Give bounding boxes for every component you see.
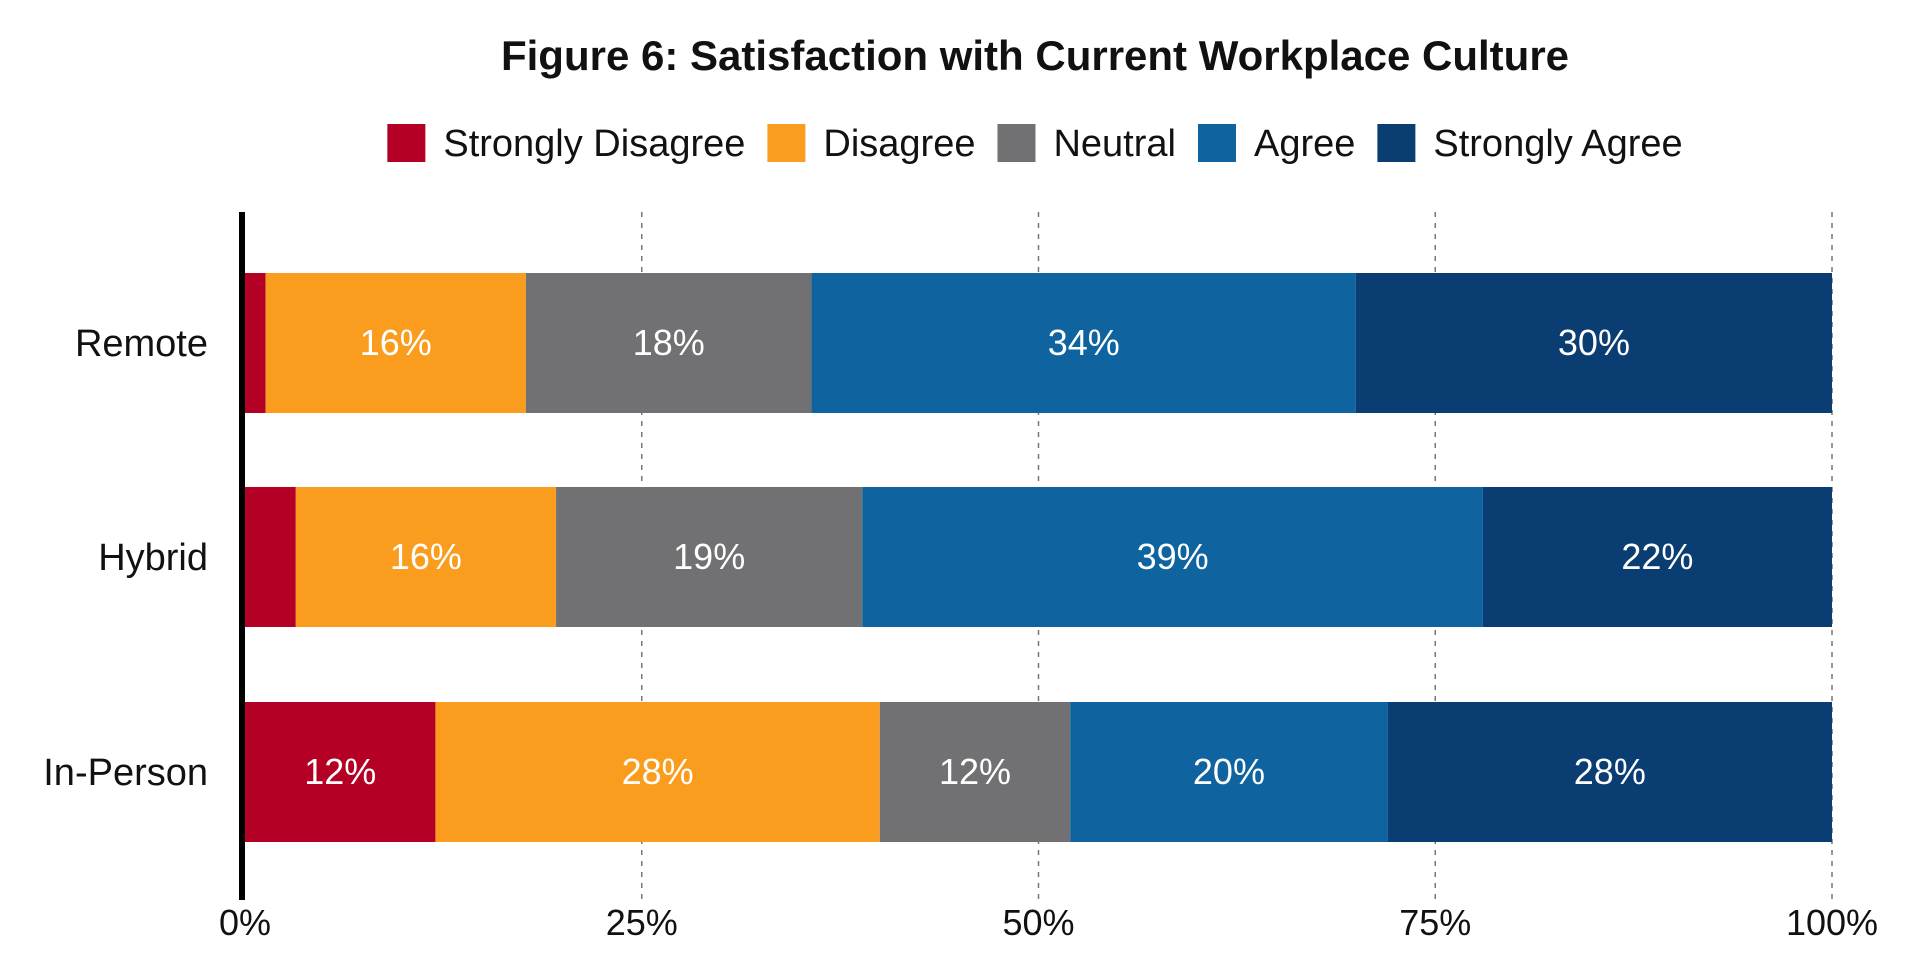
x-tick-label: 100%	[1786, 902, 1878, 943]
data-label: 34%	[1048, 322, 1120, 363]
x-tick-label: 25%	[606, 902, 678, 943]
bar-segment-in-person-strongly-agree	[1387, 702, 1832, 842]
bar-row-remote: 16% 18% 34% 30%	[245, 273, 1832, 413]
bar-row-hybrid: 16% 19% 39% 22%	[245, 487, 1832, 627]
category-label-remote: Remote	[75, 323, 208, 365]
legend-item-agree: Agree	[1197, 123, 1355, 165]
x-tick-labels: 0% 25% 50% 75% 100%	[219, 902, 1878, 943]
bar-row-in-person: 12% 28% 12% 20% 28%	[245, 702, 1832, 842]
data-label: 16%	[360, 322, 432, 363]
bar-segment-remote-strongly-agree	[1355, 273, 1832, 413]
category-label-in-person: In-Person	[43, 752, 208, 794]
category-label-hybrid: Hybrid	[98, 537, 208, 579]
bars: 16% 18% 34% 30% 16% 19% 39% 22% 12% 28% 12% 20% 28%	[245, 273, 1832, 842]
legend-item-strongly-disagree: Strongly Disagree	[387, 123, 745, 165]
legend-label: Disagree	[823, 123, 975, 165]
data-label: 12%	[304, 751, 376, 792]
legend-label: Strongly Disagree	[443, 123, 745, 165]
legend: Strongly Disagree Disagree Neutral Agree Str…	[387, 123, 1683, 165]
category-labels: Remote Hybrid In-Person	[43, 323, 208, 794]
legend-swatch	[767, 124, 806, 162]
data-label: 16%	[390, 536, 462, 577]
legend-item-disagree: Disagree	[767, 123, 975, 165]
legend-item-strongly-agree: Strongly Agree	[1377, 123, 1683, 165]
data-label: 28%	[622, 751, 694, 792]
bar-segment-in-person-agree	[1070, 702, 1388, 842]
data-label: 22%	[1621, 536, 1693, 577]
bar-segment-in-person-strongly-disagree	[245, 702, 436, 842]
data-label: 19%	[673, 536, 745, 577]
legend-item-neutral: Neutral	[997, 123, 1176, 165]
bar-segment-remote-agree	[811, 273, 1356, 413]
bar-segment-hybrid-strongly-agree	[1482, 487, 1832, 627]
bar-segment-remote-disagree	[265, 273, 526, 413]
legend-swatch	[1197, 124, 1236, 162]
data-label: 39%	[1137, 536, 1209, 577]
data-label: 28%	[1574, 751, 1646, 792]
bar-segment-remote-strongly-disagree	[245, 273, 266, 413]
bar-segment-hybrid-strongly-disagree	[245, 487, 296, 627]
legend-label: Agree	[1254, 123, 1355, 165]
bar-segment-in-person-disagree	[435, 702, 880, 842]
legend-label: Neutral	[1053, 123, 1176, 165]
x-tick-label: 50%	[1002, 902, 1074, 943]
data-label: 30%	[1558, 322, 1630, 363]
bar-segment-in-person-neutral	[879, 702, 1071, 842]
x-tick-label: 0%	[219, 902, 271, 943]
data-label: 12%	[939, 751, 1011, 792]
chart-title: Figure 6: Satisfaction with Current Work…	[501, 32, 1569, 79]
bar-segment-hybrid-disagree	[295, 487, 557, 627]
data-label: 20%	[1193, 751, 1265, 792]
bar-segment-remote-neutral	[525, 273, 812, 413]
legend-swatch	[387, 124, 426, 162]
bar-segment-hybrid-neutral	[556, 487, 863, 627]
legend-swatch	[1377, 124, 1416, 162]
x-tick-label: 75%	[1399, 902, 1471, 943]
bar-segment-hybrid-agree	[862, 487, 1483, 627]
data-label: 18%	[633, 322, 705, 363]
legend-label: Strongly Agree	[1433, 123, 1682, 165]
legend-swatch	[997, 124, 1036, 162]
